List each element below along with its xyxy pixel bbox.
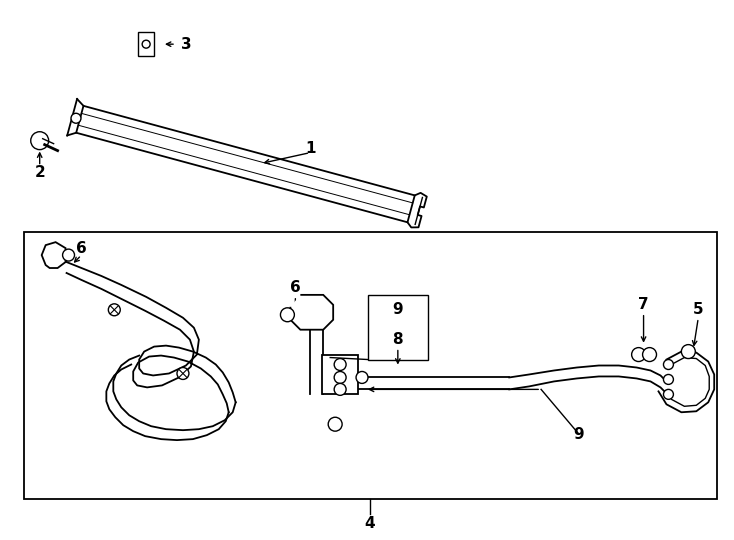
Text: 6: 6 <box>76 241 87 255</box>
Text: 6: 6 <box>290 280 301 295</box>
Circle shape <box>632 348 646 361</box>
Polygon shape <box>76 106 415 222</box>
Circle shape <box>280 308 294 322</box>
Circle shape <box>109 304 120 316</box>
Circle shape <box>334 383 346 395</box>
Text: 2: 2 <box>34 165 45 180</box>
Circle shape <box>664 389 673 400</box>
Circle shape <box>334 372 346 383</box>
Circle shape <box>62 249 75 261</box>
Text: 9: 9 <box>573 427 584 442</box>
Circle shape <box>664 374 673 384</box>
Bar <box>23 232 717 499</box>
Circle shape <box>356 372 368 383</box>
Bar <box>138 32 154 56</box>
Circle shape <box>31 132 48 150</box>
Circle shape <box>328 417 342 431</box>
Circle shape <box>642 348 656 361</box>
Bar <box>368 295 428 360</box>
Circle shape <box>71 113 81 123</box>
Circle shape <box>681 345 695 359</box>
Text: 8: 8 <box>393 332 403 347</box>
Text: 9: 9 <box>393 302 403 318</box>
Text: 3: 3 <box>181 37 192 52</box>
Circle shape <box>334 359 346 370</box>
Text: 1: 1 <box>305 141 316 156</box>
Circle shape <box>177 368 189 380</box>
Bar <box>322 355 358 394</box>
Text: 7: 7 <box>639 298 649 312</box>
Circle shape <box>664 360 673 369</box>
Text: 5: 5 <box>693 302 704 318</box>
Polygon shape <box>42 242 65 268</box>
Polygon shape <box>291 295 333 330</box>
Text: 4: 4 <box>365 516 375 531</box>
Circle shape <box>142 40 150 48</box>
